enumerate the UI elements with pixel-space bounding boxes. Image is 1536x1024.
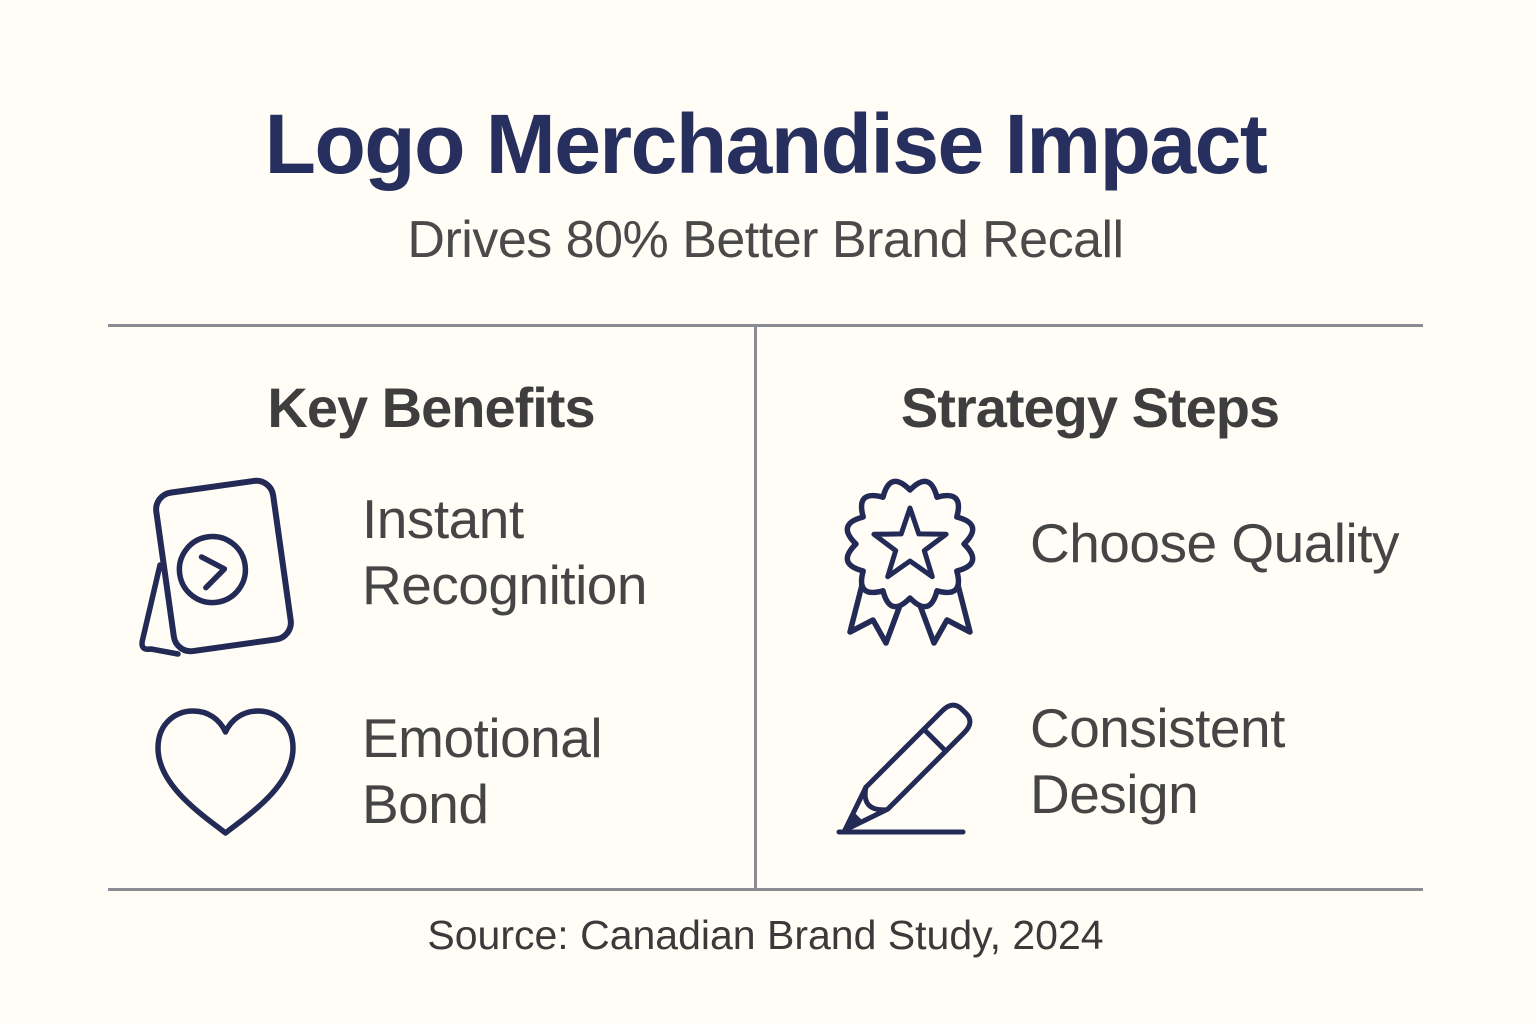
strategy-item-text: Consistent Design xyxy=(1030,695,1285,827)
heart-icon xyxy=(148,702,303,842)
benefit-line: Emotional xyxy=(362,707,603,769)
source-citation: Source: Canadian Brand Study, 2024 xyxy=(427,912,1104,958)
award-ribbon-icon xyxy=(830,469,990,654)
benefit-item-text: Instant Recognition xyxy=(362,486,647,618)
page-title: Logo Merchandise Impact xyxy=(264,97,1268,191)
strategy-item-text: Choose Quality xyxy=(1030,510,1400,576)
strategy-line: Choose Quality xyxy=(1030,512,1400,574)
left-panel-header: Key Benefits xyxy=(267,376,595,439)
benefit-line: Instant xyxy=(362,488,524,550)
strategy-line: Consistent xyxy=(1030,697,1285,759)
bottom-divider xyxy=(108,888,1423,891)
right-panel-header: Strategy Steps xyxy=(900,376,1280,439)
benefit-line: Recognition xyxy=(362,554,647,616)
pencil-icon xyxy=(820,670,1000,850)
page-subtitle: Drives 80% Better Brand Recall xyxy=(407,211,1124,269)
strategy-line: Design xyxy=(1030,763,1199,825)
top-divider xyxy=(108,324,1423,327)
benefit-line: Bond xyxy=(362,773,489,835)
column-divider xyxy=(754,324,757,891)
framed-logo-icon xyxy=(110,470,310,670)
benefit-item-text: Emotional Bond xyxy=(362,705,603,837)
